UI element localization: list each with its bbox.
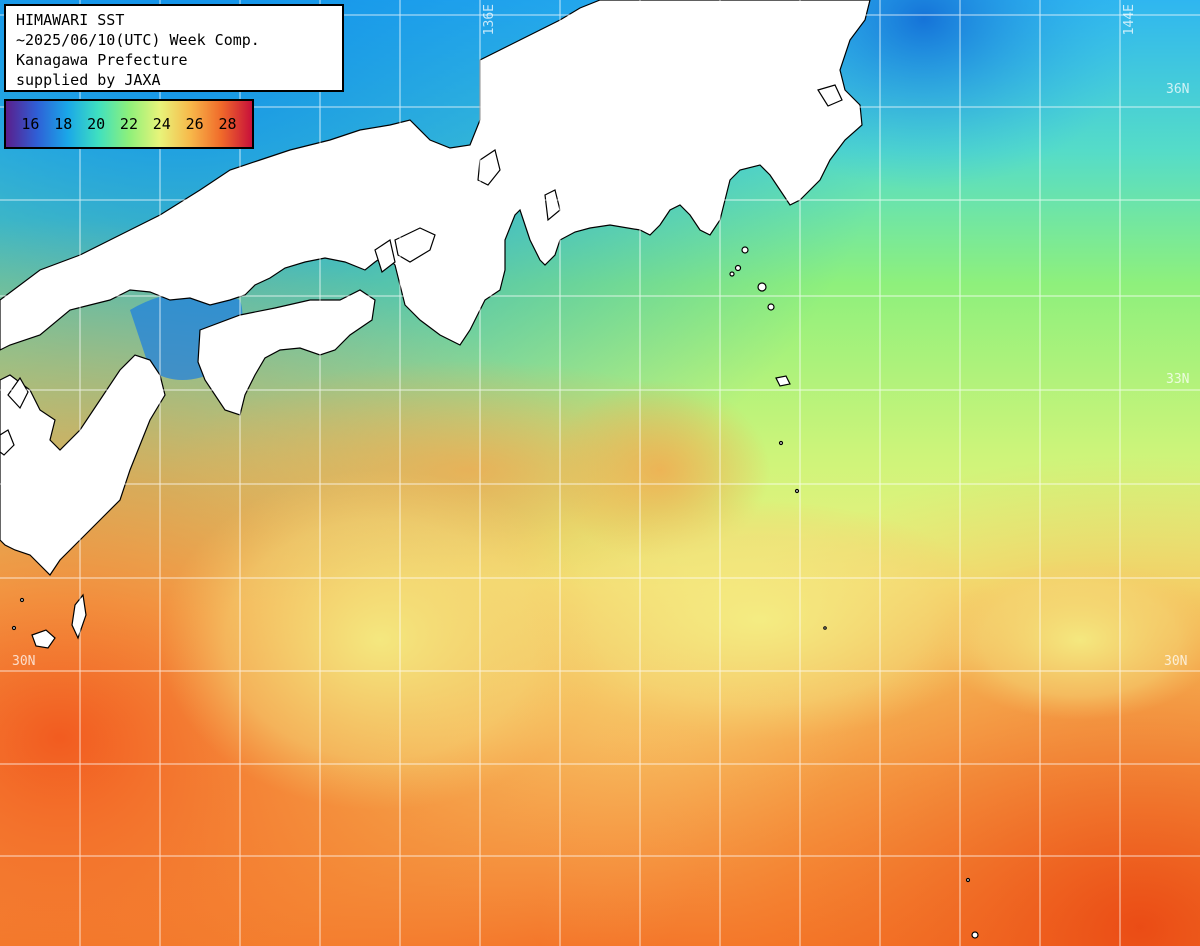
- lat-label-30n-left: 30N: [12, 654, 36, 669]
- legend-label: 20: [87, 115, 106, 133]
- temperature-legend: 16 18 20 22 24 26 28: [4, 99, 254, 149]
- lat-label-30n-right: 30N: [1164, 654, 1188, 669]
- data-credit: supplied by JAXA: [16, 71, 161, 89]
- kyushu-land: [0, 354, 166, 576]
- legend-label: 16: [21, 115, 40, 133]
- lat-label-33n: 33N: [1166, 372, 1190, 387]
- legend-label: 24: [152, 115, 171, 133]
- composite-date: ~2025/06/10(UTC) Week Comp.: [16, 31, 260, 49]
- legend-label: 18: [54, 115, 73, 133]
- shikoku-land: [197, 289, 376, 416]
- region-name: Kanagawa Prefecture: [16, 51, 188, 69]
- honshu-land: [0, 0, 871, 351]
- lat-label-36n: 36N: [1166, 82, 1190, 97]
- info-box: HIMAWARI SST ~2025/06/10(UTC) Week Comp.…: [4, 4, 344, 92]
- lon-label-136e: 136E: [482, 4, 497, 36]
- legend-label: 22: [119, 115, 138, 133]
- product-title: HIMAWARI SST: [16, 11, 125, 29]
- lon-label-144e: 144E: [1122, 4, 1137, 36]
- legend-label: 28: [218, 115, 237, 133]
- legend-label: 26: [185, 115, 204, 133]
- land: [0, 0, 979, 939]
